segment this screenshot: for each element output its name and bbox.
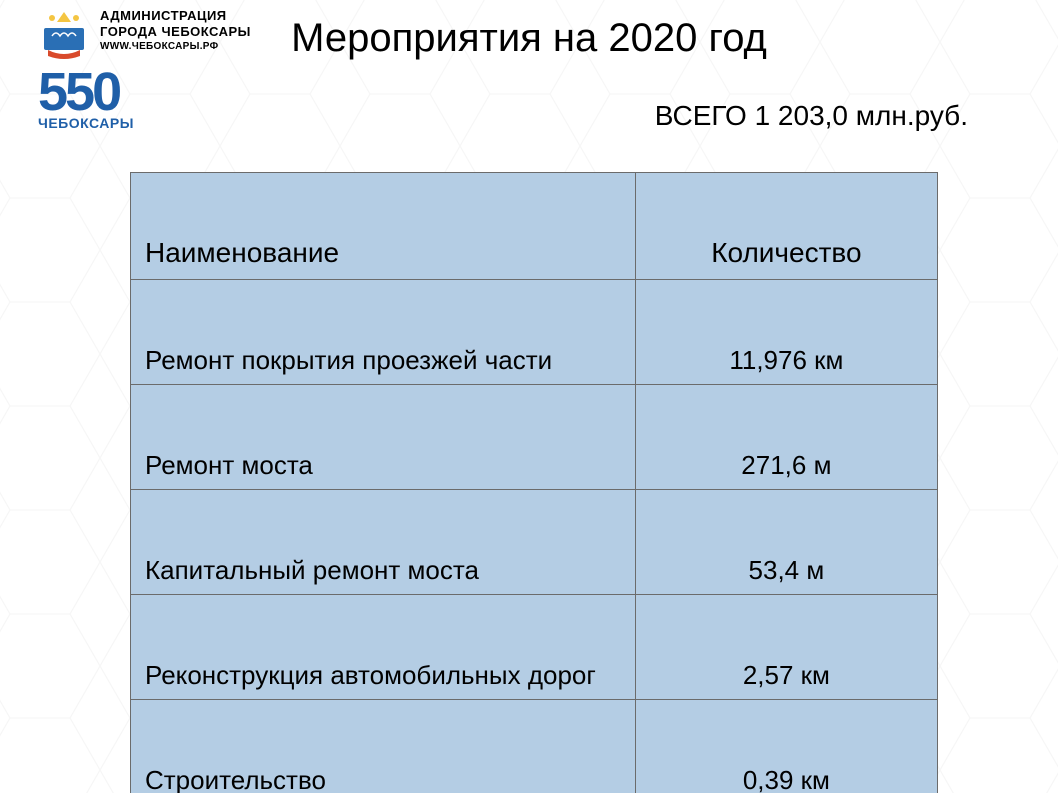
page-subtitle: ВСЕГО 1 203,0 млн.руб. (655, 100, 968, 132)
slide: АДМИНИСТРАЦИЯ ГОРОДА ЧЕБОКСАРЫ WWW.ЧЕБОК… (0, 0, 1058, 793)
cell-name: Ремонт покрытия проезжей части (131, 280, 636, 385)
table-row: Капитальный ремонт моста 53,4 м (131, 490, 938, 595)
col-header-qty: Количество (635, 173, 937, 280)
cell-name: Ремонт моста (131, 385, 636, 490)
cell-qty: 53,4 м (635, 490, 937, 595)
table-row: Ремонт покрытия проезжей части 11,976 км (131, 280, 938, 385)
table-row: Строительство 0,39 км (131, 700, 938, 793)
table-header-row: Наименование Количество (131, 173, 938, 280)
events-table: Наименование Количество Ремонт покрытия … (130, 172, 938, 793)
anniversary-number: 550 (38, 68, 318, 117)
table-row: Ремонт моста 271,6 м (131, 385, 938, 490)
cell-name: Строительство (131, 700, 636, 793)
cell-qty: 2,57 км (635, 595, 937, 700)
page-title: Мероприятия на 2020 год (0, 16, 1058, 61)
table-row: Реконструкция автомобильных дорог 2,57 к… (131, 595, 938, 700)
anniversary-logo: 550 ЧЕБОКСАРЫ (38, 68, 318, 131)
cell-name: Капитальный ремонт моста (131, 490, 636, 595)
cell-qty: 11,976 км (635, 280, 937, 385)
cell-qty: 271,6 м (635, 385, 937, 490)
cell-qty: 0,39 км (635, 700, 937, 793)
col-header-name: Наименование (131, 173, 636, 280)
anniversary-city: ЧЕБОКСАРЫ (38, 115, 318, 131)
cell-name: Реконструкция автомобильных дорог (131, 595, 636, 700)
